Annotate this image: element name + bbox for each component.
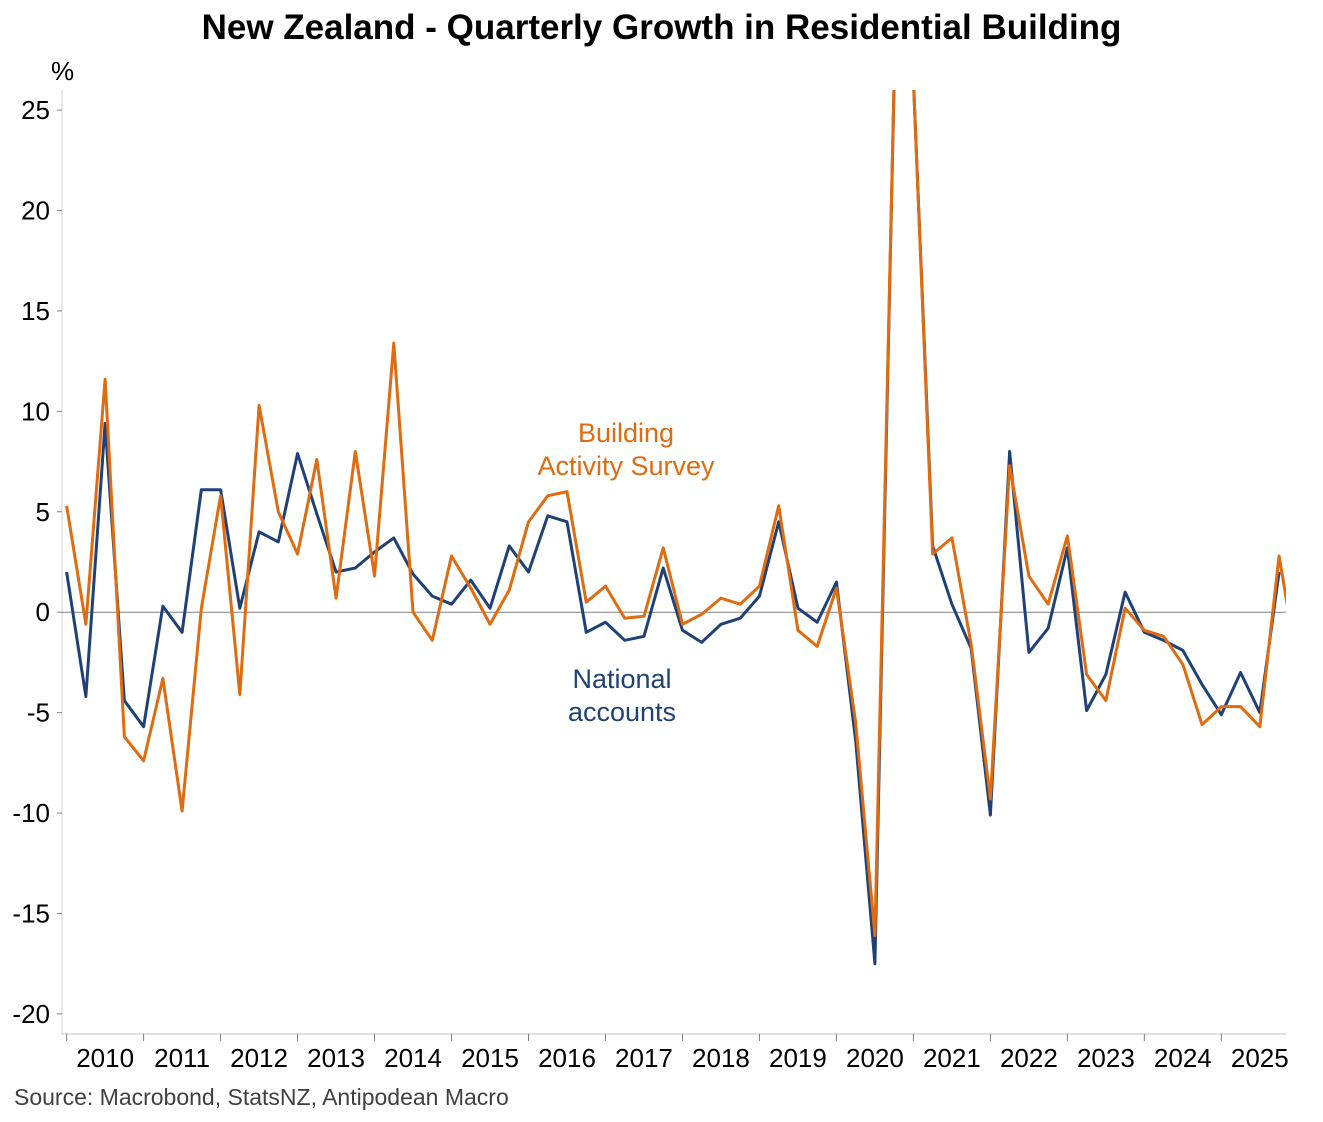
x-tick-label: 2011 <box>154 1043 210 1073</box>
y-tick-label: -10 <box>12 798 50 828</box>
y-tick-label: 15 <box>21 296 50 326</box>
y-axis-ticks: 25 20 15 10 5 0 -5 -10 -15 -20 <box>12 95 62 1029</box>
y-tick-label: -20 <box>12 999 50 1029</box>
x-tick-label: 2016 <box>538 1043 596 1073</box>
y-tick-label: 25 <box>21 95 50 125</box>
y-tick-label: 10 <box>21 396 50 426</box>
y-tick-label: -15 <box>12 898 50 928</box>
source-note: Source: Macrobond, StatsNZ, Antipodean M… <box>14 1084 509 1110</box>
axes <box>61 90 1286 1035</box>
x-axis-ticks: 2010 2011 2012 2013 2014 2015 2016 2017 2018 2019… <box>66 1034 1289 1073</box>
x-tick-label: 2020 <box>846 1043 904 1073</box>
x-tick-label: 2012 <box>230 1043 288 1073</box>
x-tick-label: 2013 <box>307 1043 365 1073</box>
series-line-national-accounts <box>65 90 1281 966</box>
series-line-building-activity-survey <box>65 90 1286 938</box>
x-tick-label: 2019 <box>769 1043 827 1073</box>
chart-title: New Zealand - Quarterly Growth in Reside… <box>201 8 1122 47</box>
x-tick-label: 2025 <box>1231 1043 1289 1073</box>
x-tick-label: 2015 <box>461 1043 519 1073</box>
y-tick-label: -5 <box>27 698 50 728</box>
x-tick-label: 2014 <box>384 1043 442 1073</box>
x-tick-label: 2017 <box>615 1043 673 1073</box>
x-tick-label: 2010 <box>76 1043 134 1073</box>
y-tick-label: 0 <box>36 597 50 627</box>
y-tick-label: 20 <box>21 196 50 226</box>
series-label-national-accounts: National accounts <box>568 664 676 727</box>
x-tick-label: 2018 <box>692 1043 750 1073</box>
x-tick-label: 2024 <box>1154 1043 1212 1073</box>
series-labels: National accounts Building Activity Survey <box>537 418 715 727</box>
x-tick-label: 2022 <box>1000 1043 1058 1073</box>
x-tick-label: 2021 <box>923 1043 981 1073</box>
y-tick-label: 5 <box>36 497 50 527</box>
x-tick-label: 2023 <box>1077 1043 1135 1073</box>
series-label-building-activity-survey: Building Activity Survey <box>537 418 715 481</box>
y-axis-unit-label: % <box>51 56 74 86</box>
series-lines <box>65 90 1286 966</box>
